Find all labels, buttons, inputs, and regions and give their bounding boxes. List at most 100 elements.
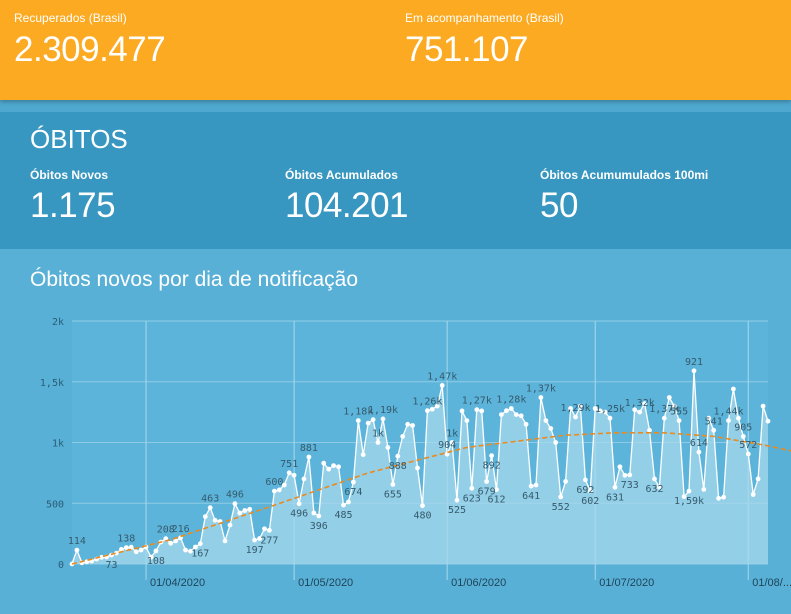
data-label: 485 (334, 510, 352, 521)
data-point (128, 544, 134, 550)
monitoring-label: Em acompanhamento (Brasil) (405, 11, 564, 25)
data-label: 751 (280, 459, 298, 470)
data-label: 1,18k (343, 407, 373, 418)
data-label: 552 (552, 502, 570, 513)
data-label: 612 (487, 495, 505, 506)
data-point (237, 510, 243, 516)
data-label: 1,26k (412, 397, 442, 408)
data-point (306, 454, 312, 460)
data-point (642, 401, 647, 406)
recovered-value: 2.309.477 (14, 30, 166, 69)
y-tick-label: 1,5k (40, 378, 64, 389)
deaths-per-100k-value: 50 (540, 186, 578, 225)
data-point (257, 536, 262, 541)
data-point (415, 465, 420, 471)
data-label: 1,28k (496, 395, 526, 406)
data-point (252, 537, 257, 543)
data-point (272, 488, 277, 494)
x-tick-label: 01/05/2020 (298, 577, 353, 589)
data-point (390, 482, 396, 487)
data-point (326, 466, 332, 472)
data-point (617, 464, 623, 470)
data-point (331, 463, 336, 468)
data-label: 655 (384, 489, 402, 500)
data-point (336, 464, 341, 470)
trend-line (71, 432, 791, 565)
data-label: 641 (522, 491, 540, 502)
y-tick-label: 2k (52, 317, 64, 328)
data-point (533, 482, 539, 488)
data-label: 614 (690, 438, 708, 449)
data-label: 631 (606, 492, 624, 503)
data-label: 881 (300, 443, 318, 454)
data-label: 679 (478, 487, 496, 498)
data-label: 572 (739, 440, 757, 451)
data-point (479, 408, 485, 414)
data-point (765, 418, 771, 424)
data-point (706, 415, 712, 421)
deaths-per-100k-label: Óbitos Acumumulados 100mi (540, 168, 709, 182)
data-point (548, 426, 554, 431)
data-point (365, 420, 371, 426)
data-point (568, 406, 573, 411)
data-label: 480 (413, 511, 431, 522)
data-point (563, 479, 568, 484)
data-point (375, 440, 381, 445)
data-point (583, 477, 588, 483)
data-point (627, 472, 633, 478)
data-point (671, 403, 677, 409)
data-point (657, 484, 662, 490)
data-point (666, 395, 672, 400)
data-point (133, 549, 139, 555)
chart-title: Óbitos novos por dia de notificação (30, 268, 359, 291)
data-label: 692 (576, 485, 594, 496)
data-label: 1,27k (462, 396, 492, 407)
data-point (760, 403, 766, 409)
data-label: 1,37k (526, 384, 556, 395)
deaths-panel (0, 112, 791, 249)
data-point (731, 386, 736, 392)
data-point (622, 472, 628, 478)
data-point (197, 541, 203, 547)
data-point (395, 453, 401, 459)
data-point (518, 413, 524, 419)
data-label: 541 (705, 416, 723, 427)
data-point (489, 453, 494, 458)
data-point (425, 408, 430, 414)
data-point (321, 460, 327, 466)
data-point (138, 547, 144, 553)
new-deaths-label: Óbitos Novos (30, 168, 109, 182)
data-point (247, 506, 253, 512)
data-point (652, 476, 657, 482)
area-fill (72, 370, 768, 564)
data-label: 888 (389, 461, 407, 472)
data-point (587, 488, 593, 494)
x-tick-label: 01/04/2020 (150, 577, 205, 589)
data-label: 525 (448, 505, 466, 516)
data-point (504, 408, 509, 414)
data-point (740, 434, 746, 439)
data-point (351, 479, 356, 485)
data-label: 73 (105, 560, 117, 571)
data-point (573, 414, 578, 420)
data-label: 138 (117, 534, 135, 545)
data-point (558, 494, 564, 500)
data-point (750, 492, 756, 497)
data-label: 1,25k (595, 404, 625, 415)
data-point (711, 427, 717, 433)
data-point (360, 452, 366, 458)
data-point (212, 517, 218, 523)
data-point (469, 485, 475, 491)
data-point (523, 421, 529, 427)
data-point (434, 403, 440, 409)
data-point (755, 476, 761, 482)
data-point (528, 483, 534, 489)
data-point (464, 418, 470, 423)
data-point (193, 544, 198, 550)
data-point (183, 547, 188, 553)
data-point (262, 526, 267, 532)
data-label: 1,29k (560, 403, 590, 414)
data-point (716, 495, 721, 501)
data-point (543, 418, 549, 423)
data-point (74, 547, 80, 553)
